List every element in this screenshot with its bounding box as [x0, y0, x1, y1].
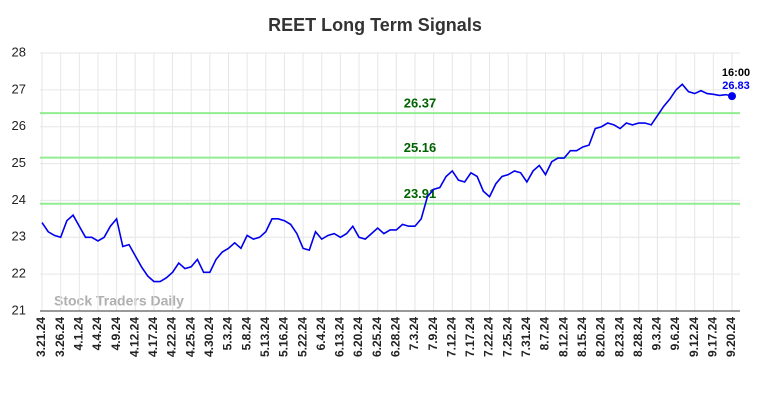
x-tick-label: 9.20.24 — [724, 317, 738, 357]
x-tick-label: 8.23.24 — [612, 317, 626, 357]
x-tick-label: 4.4.24 — [90, 317, 104, 351]
x-tick-label: 8.28.24 — [631, 317, 645, 357]
last-point — [728, 92, 736, 101]
y-tick-label: 21 — [12, 302, 26, 317]
price-line — [41, 83, 733, 283]
x-tick-label: 6.4.24 — [314, 317, 328, 351]
x-tick-label: 5.16.24 — [277, 317, 291, 357]
x-tick-label: 9.6.24 — [668, 317, 682, 351]
x-tick-label: 6.13.24 — [333, 317, 347, 357]
last-value: 26.83 — [722, 80, 750, 92]
x-tick-label: 7.3.24 — [407, 317, 421, 351]
x-tick-label: 7.25.24 — [500, 317, 514, 357]
x-tick-label: 5.3.24 — [221, 317, 235, 351]
x-tick-label: 9.12.24 — [687, 317, 701, 357]
x-tick-label: 4.25.24 — [183, 317, 197, 357]
x-tick-label: 7.31.24 — [519, 317, 533, 357]
x-tick-label: 4.9.24 — [109, 317, 123, 351]
x-tick-label: 7.12.24 — [444, 317, 458, 357]
watermark: Stock Traders Daily — [54, 293, 184, 309]
x-tick-label: 6.25.24 — [370, 317, 384, 357]
last-time: 16:00 — [722, 67, 750, 79]
x-tick-label: 7.22.24 — [482, 317, 496, 357]
x-tick-label: 9.17.24 — [706, 317, 720, 357]
x-tick-label: 7.17.24 — [463, 317, 477, 357]
reference-label: 25.16 — [404, 140, 437, 155]
y-tick-label: 26 — [12, 118, 26, 133]
x-tick-label: 4.22.24 — [165, 317, 179, 357]
y-tick-label: 25 — [12, 155, 26, 170]
x-tick-label: 7.9.24 — [426, 317, 440, 351]
x-tick-label: 4.17.24 — [146, 317, 160, 357]
y-tick-label: 28 — [12, 44, 26, 59]
x-tick-label: 6.20.24 — [351, 317, 365, 357]
x-tick-label: 5.22.24 — [295, 317, 309, 357]
y-tick-label: 27 — [12, 81, 26, 96]
x-tick-label: 6.28.24 — [388, 317, 402, 357]
reference-label: 23.91 — [404, 186, 437, 201]
y-tick-label: 24 — [12, 192, 26, 207]
x-tick-label: 8.15.24 — [575, 317, 589, 357]
x-tick-label: 8.7.24 — [538, 317, 552, 351]
x-tick-label: 4.12.24 — [127, 317, 141, 357]
y-tick-label: 22 — [12, 266, 26, 281]
reference-label: 26.37 — [404, 96, 437, 111]
y-tick-label: 23 — [12, 229, 26, 244]
x-tick-label: 4.1.24 — [71, 317, 85, 351]
x-tick-label: 5.8.24 — [239, 317, 253, 351]
chart-title: REET Long Term Signals — [268, 15, 482, 35]
x-tick-label: 3.21.24 — [34, 317, 48, 357]
x-tick-label: 4.30.24 — [202, 317, 216, 357]
x-tick-label: 9.3.24 — [650, 317, 664, 351]
x-tick-label: 3.26.24 — [53, 317, 67, 357]
x-tick-label: 8.20.24 — [594, 317, 608, 357]
x-tick-label: 8.12.24 — [556, 317, 570, 357]
x-tick-label: 5.13.24 — [258, 317, 272, 357]
